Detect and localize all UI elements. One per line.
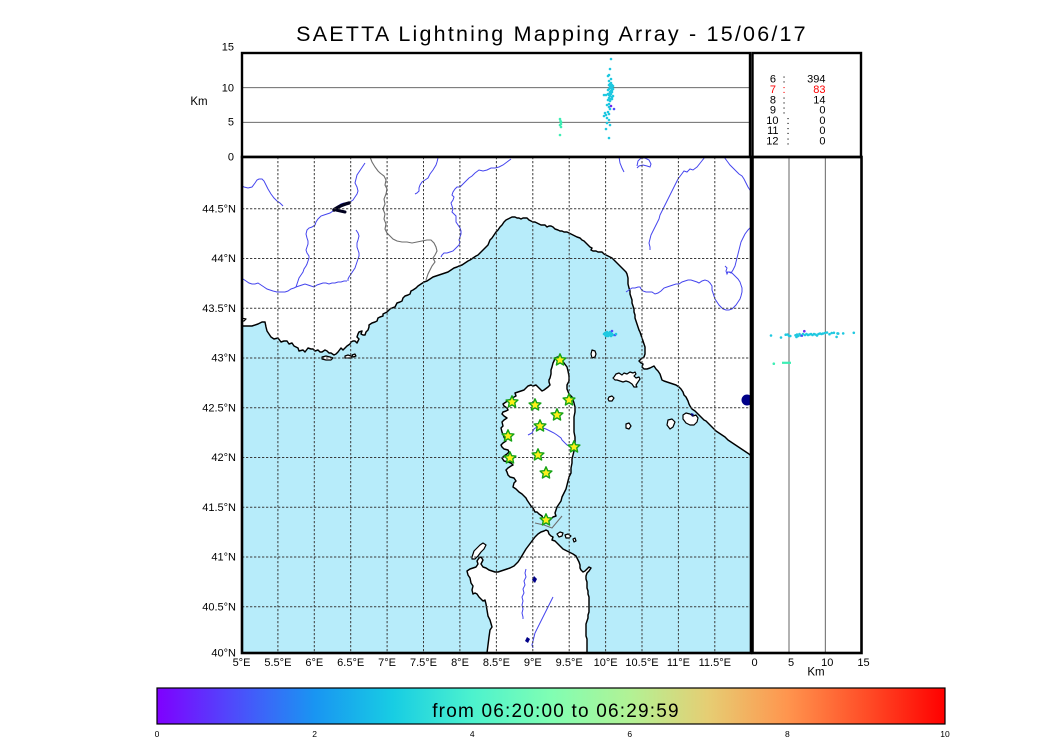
svg-text:10: 10	[222, 82, 234, 94]
svg-text:42°N: 42°N	[211, 452, 236, 464]
svg-text::: :	[783, 105, 786, 117]
svg-text:43°N: 43°N	[211, 353, 236, 365]
svg-text:43.5°N: 43.5°N	[202, 303, 236, 315]
svg-text:10: 10	[821, 657, 833, 669]
svg-text:7°E: 7°E	[378, 657, 396, 669]
svg-text:8°E: 8°E	[451, 657, 469, 669]
svg-text:0: 0	[819, 105, 825, 117]
svg-text:8: 8	[785, 729, 790, 739]
svg-text:11°E: 11°E	[667, 657, 690, 669]
svg-text:2: 2	[312, 729, 317, 739]
svg-text:5°E: 5°E	[233, 657, 251, 669]
svg-text::: :	[783, 84, 786, 96]
svg-text:0: 0	[819, 115, 825, 127]
svg-text:42.5°N: 42.5°N	[202, 402, 236, 414]
svg-text:8: 8	[770, 94, 776, 106]
svg-text:9: 9	[770, 105, 776, 117]
svg-text:11: 11	[767, 125, 778, 137]
svg-text:40.5°N: 40.5°N	[202, 601, 236, 613]
svg-text:0: 0	[228, 151, 234, 163]
svg-text:7.5°E: 7.5°E	[410, 657, 437, 669]
svg-text:9°E: 9°E	[524, 657, 542, 669]
svg-text:6°E: 6°E	[305, 657, 323, 669]
svg-text:6: 6	[770, 74, 776, 86]
svg-text:9.5°E: 9.5°E	[556, 657, 583, 669]
svg-text:15: 15	[222, 42, 234, 54]
svg-text:Km: Km	[807, 667, 824, 679]
svg-text:SAETTA Lightning Mapping Array: SAETTA Lightning Mapping Array - 15/06/1…	[296, 22, 808, 46]
svg-text::: :	[787, 136, 790, 148]
svg-text:10: 10	[940, 729, 950, 739]
svg-text::: :	[787, 115, 790, 127]
svg-text::: :	[783, 94, 786, 106]
svg-text:0: 0	[751, 657, 757, 669]
svg-text:5: 5	[788, 657, 794, 669]
svg-text:394: 394	[807, 74, 825, 86]
svg-text:15: 15	[857, 657, 869, 669]
svg-text:0: 0	[819, 136, 825, 148]
svg-text:5: 5	[228, 117, 234, 129]
svg-text:44°N: 44°N	[211, 253, 236, 265]
svg-text:6.5°E: 6.5°E	[337, 657, 364, 669]
svg-text::: :	[787, 125, 790, 137]
svg-text:Km: Km	[190, 96, 207, 108]
svg-text:6: 6	[627, 729, 632, 739]
svg-text:41.5°N: 41.5°N	[202, 502, 236, 514]
svg-text:from 06:20:00 to 06:29:59: from 06:20:00 to 06:29:59	[432, 701, 680, 722]
svg-text:83: 83	[813, 84, 825, 96]
svg-text:8.5°E: 8.5°E	[483, 657, 510, 669]
svg-text:11.5°E: 11.5°E	[699, 657, 731, 669]
svg-text:5.5°E: 5.5°E	[264, 657, 291, 669]
svg-text:10°E: 10°E	[594, 657, 618, 669]
svg-text:40°N: 40°N	[211, 648, 236, 660]
svg-text:10.5°E: 10.5°E	[625, 657, 658, 669]
svg-text:0: 0	[155, 729, 160, 739]
svg-text:7: 7	[770, 84, 776, 96]
svg-text::: :	[783, 74, 786, 86]
svg-text:4: 4	[470, 729, 475, 739]
svg-text:14: 14	[813, 94, 825, 106]
svg-text:0: 0	[819, 125, 825, 137]
svg-text:41°N: 41°N	[211, 552, 236, 564]
svg-text:44.5°N: 44.5°N	[202, 203, 236, 215]
svg-text:12: 12	[766, 136, 778, 148]
svg-text:10: 10	[766, 115, 778, 127]
